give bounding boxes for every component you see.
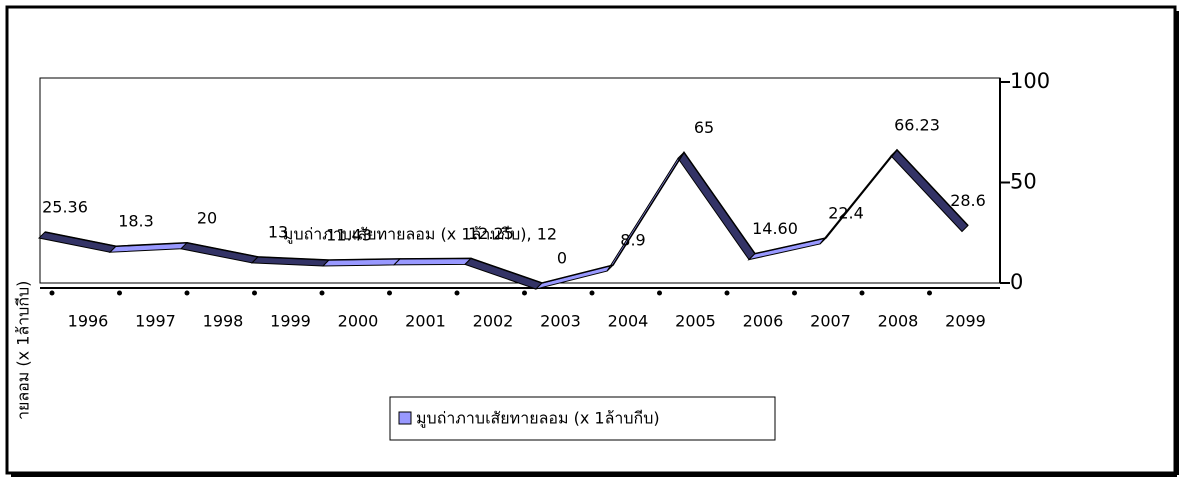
- y-tick-label: 0: [1010, 270, 1023, 294]
- data-label: 18.3: [118, 212, 154, 231]
- y-axis-label: ายลอม (x 1ล้าบกีบ): [14, 281, 33, 420]
- x-tick: [184, 290, 190, 296]
- data-label: 12.25: [468, 224, 514, 243]
- x-tick-label: 2008: [878, 312, 919, 331]
- x-tick-label: 2099: [945, 312, 986, 331]
- y-tick-label: 100: [1010, 69, 1050, 93]
- x-tick-label: 2004: [608, 312, 649, 331]
- x-tick-label: 2002: [473, 312, 514, 331]
- data-label: 25.36: [42, 198, 88, 217]
- x-tick-label: 2001: [405, 312, 446, 331]
- data-label: 66.23: [894, 115, 940, 134]
- data-label: 0: [557, 249, 567, 268]
- x-tick: [117, 290, 122, 296]
- data-label: 11.43: [326, 226, 372, 245]
- x-tick-label: 2007: [810, 312, 851, 331]
- x-tick: [522, 290, 527, 296]
- legend-swatch: [398, 411, 412, 425]
- y-tick-label: 50: [1010, 170, 1037, 194]
- x-tick-label: 1996: [68, 312, 109, 331]
- x-tick: [792, 290, 797, 296]
- data-label: 28.6: [950, 191, 986, 210]
- frame: [5, 5, 1177, 475]
- x-tick: [387, 290, 392, 296]
- x-tick: [859, 290, 865, 296]
- legend: [389, 396, 776, 441]
- x-tick: [454, 290, 460, 296]
- data-label: 65: [694, 118, 714, 137]
- x-tick-label: 2003: [540, 312, 581, 331]
- x-tick: [319, 290, 325, 296]
- x-tick: [724, 290, 730, 296]
- x-tick: [589, 290, 595, 296]
- x-tick-label: 1997: [135, 312, 176, 331]
- data-label: มูบถ่าภาบเสัยทายลอม (x 1ล้าบกีบ), 12: [283, 224, 557, 244]
- data-label: 14.60: [752, 219, 798, 238]
- x-tick-label: 2005: [675, 312, 716, 331]
- x-tick: [49, 290, 55, 296]
- series-line: [44, 148, 969, 284]
- x-tick: [252, 290, 257, 296]
- x-tick-label: 2000: [338, 312, 379, 331]
- data-label: 22.4: [828, 203, 864, 222]
- x-tick-label: 1998: [203, 312, 244, 331]
- data-label: 13: [268, 222, 288, 241]
- legend-label: มูบถ่าภาบเสัยทายลอม (x 1ล้าบกีบ): [416, 409, 660, 429]
- data-label: 8.9: [620, 231, 645, 250]
- x-tick: [927, 290, 932, 296]
- x-tick: [657, 290, 662, 296]
- x-tick-label: 2006: [743, 312, 784, 331]
- data-label: 20: [197, 208, 217, 227]
- x-tick-label: 1999: [270, 312, 311, 331]
